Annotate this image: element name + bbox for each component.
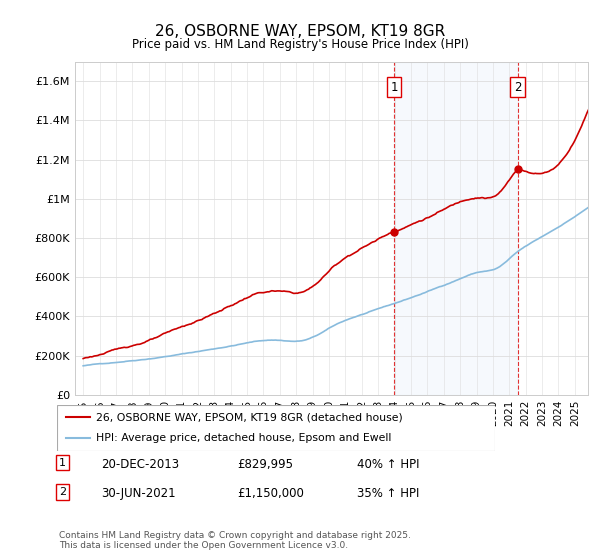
Text: £829,995: £829,995: [237, 458, 293, 470]
Text: 2: 2: [514, 81, 521, 94]
Text: 26, OSBORNE WAY, EPSOM, KT19 8GR (detached house): 26, OSBORNE WAY, EPSOM, KT19 8GR (detach…: [97, 412, 403, 422]
Text: 20-DEC-2013: 20-DEC-2013: [101, 458, 179, 470]
FancyBboxPatch shape: [57, 405, 495, 451]
Text: 40% ↑ HPI: 40% ↑ HPI: [357, 458, 419, 470]
Text: Contains HM Land Registry data © Crown copyright and database right 2025.
This d: Contains HM Land Registry data © Crown c…: [59, 531, 410, 550]
Text: 30-JUN-2021: 30-JUN-2021: [101, 487, 175, 500]
Text: 1: 1: [59, 458, 66, 468]
Text: 2: 2: [59, 487, 66, 497]
Text: Price paid vs. HM Land Registry's House Price Index (HPI): Price paid vs. HM Land Registry's House …: [131, 38, 469, 51]
Text: 26, OSBORNE WAY, EPSOM, KT19 8GR: 26, OSBORNE WAY, EPSOM, KT19 8GR: [155, 24, 445, 39]
Text: £1,150,000: £1,150,000: [237, 487, 304, 500]
Bar: [394, 62, 518, 395]
Text: HPI: Average price, detached house, Epsom and Ewell: HPI: Average price, detached house, Epso…: [97, 433, 392, 444]
Text: 35% ↑ HPI: 35% ↑ HPI: [357, 487, 419, 500]
Text: 1: 1: [391, 81, 398, 94]
